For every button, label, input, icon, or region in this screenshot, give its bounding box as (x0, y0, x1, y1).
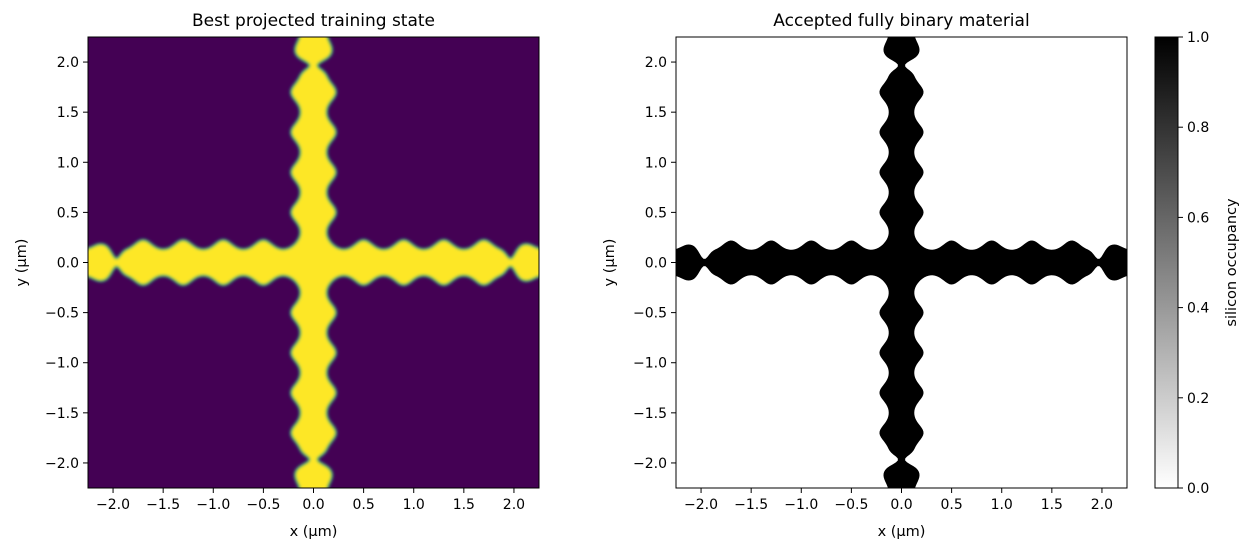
left-xtick-label: 1.5 (453, 497, 475, 513)
colorbar-gradient (1154, 36, 1179, 489)
panel-right: Accepted fully binary material −2.0 −1.5−… (602, 11, 1128, 540)
right-xtick-label: 2.0 (1091, 497, 1113, 513)
left-structure (88, 37, 539, 488)
colorbar-tick-label: 0.8 (1187, 120, 1209, 136)
colorbar-ticks: 1.0 0.8 0.6 0.4 0.2 0.0 (1178, 30, 1209, 497)
left-ytick-label: 1.0 (57, 155, 79, 171)
right-ytick-label: −1.5 (633, 406, 667, 422)
right-xtick-label: −0.5 (834, 497, 868, 513)
right-xtick-label: −1.5 (734, 497, 768, 513)
colorbar-tick-label: 0.6 (1187, 210, 1209, 226)
right-structure (676, 37, 1127, 488)
left-ytick-label: 0.0 (57, 256, 79, 272)
left-xtick-label: −0.5 (246, 497, 280, 513)
left-xtick-label: −2.0 (96, 497, 130, 513)
left-ticks: −2.0 −1.5 −1.0 −0.5 0.0 0.5 1.0 1.5 2.0 2.0 1.5 1.0… (45, 55, 525, 513)
colorbar-tick-label: 1.0 (1187, 30, 1209, 46)
left-ytick-label: 0.5 (57, 205, 79, 221)
right-xtick-label: 0.0 (890, 497, 912, 513)
right-ytick-label: −2.0 (633, 456, 667, 472)
left-xtick-label: −1.0 (196, 497, 230, 513)
panel-left: Best projected training state −2.0 −1.5 −1… (14, 11, 540, 540)
right-ytick-label: −0.5 (633, 306, 667, 322)
left-ytick-label: 2.0 (57, 55, 79, 71)
left-xtick-label: 2.0 (503, 497, 525, 513)
right-xlabel: x (µm) (878, 524, 926, 540)
right-ytick-label: 0.5 (645, 205, 667, 221)
left-xtick-label: 0.0 (302, 497, 324, 513)
right-ytick-label: 0.0 (645, 256, 667, 272)
left-ylabel: y (µm) (14, 239, 30, 287)
right-xtick-label: 1.0 (991, 497, 1013, 513)
right-xtick-label: 1.5 (1041, 497, 1063, 513)
left-ytick-label: −1.5 (45, 406, 79, 422)
right-xtick-label: −2.0 (684, 497, 718, 513)
left-ytick-label: −2.0 (45, 456, 79, 472)
colorbar-tick-label: 0.2 (1187, 391, 1209, 407)
colorbar-tick-label: 0.4 (1187, 301, 1209, 317)
left-xtick-label: 0.5 (352, 497, 374, 513)
left-ytick-label: −1.0 (45, 356, 79, 372)
left-ytick-label: 1.5 (57, 105, 79, 121)
left-structure-core (88, 37, 539, 488)
left-xtick-label: −1.5 (146, 497, 180, 513)
right-ytick-label: 1.0 (645, 155, 667, 171)
left-title: Best projected training state (192, 11, 435, 31)
left-xtick-label: 1.0 (403, 497, 425, 513)
left-horizontal-arm (88, 239, 539, 286)
right-xtick-label: −1.0 (784, 497, 818, 513)
right-ticks: −2.0 −1.5 −1.0 −0.5 0.0 0.5 1.0 1.5 2.0 2.0 1.5 1.0… (633, 55, 1113, 513)
right-horizontal-arm (676, 239, 1127, 286)
right-title: Accepted fully binary material (773, 11, 1029, 31)
left-ytick-label: −0.5 (45, 306, 79, 322)
right-ytick-label: 2.0 (645, 55, 667, 71)
right-xtick-label: 0.5 (940, 497, 962, 513)
left-xlabel: x (µm) (290, 524, 338, 540)
colorbar-label: silicon occupancy (1224, 198, 1240, 327)
right-ylabel: y (µm) (602, 239, 618, 287)
colorbar: 1.0 0.8 0.6 0.4 0.2 0.0 silicon occupancy (1154, 30, 1240, 497)
right-ytick-label: −1.0 (633, 356, 667, 372)
colorbar-tick-label: 0.0 (1187, 481, 1209, 497)
right-ytick-label: 1.5 (645, 105, 667, 121)
